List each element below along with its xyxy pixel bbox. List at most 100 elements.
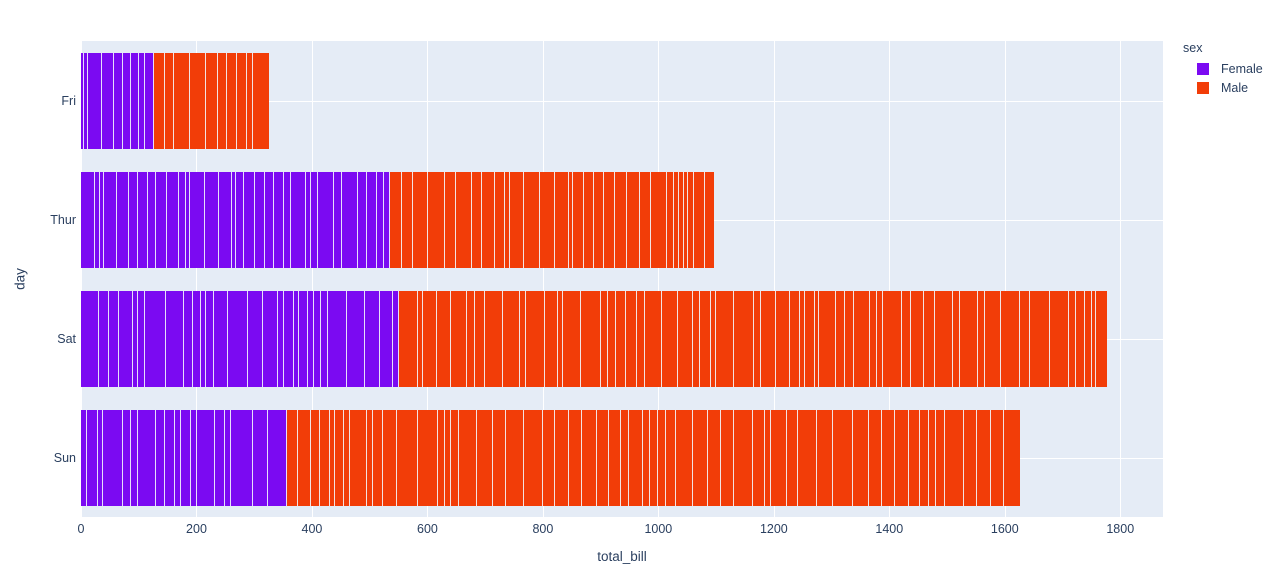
- bar-segment-sat-female[interactable]: [81, 290, 100, 387]
- bar-segment-sat-female[interactable]: [284, 290, 294, 387]
- bar-segment-sat-male[interactable]: [953, 290, 961, 387]
- bar-segment-thur-male[interactable]: [494, 171, 506, 268]
- bar-segment-sun-male[interactable]: [581, 409, 598, 506]
- bar-segment-sat-female[interactable]: [298, 290, 309, 387]
- bar-segment-sun-male[interactable]: [991, 409, 1004, 506]
- bar-segment-thur-female[interactable]: [104, 171, 118, 268]
- bar-segment-sat-male[interactable]: [637, 290, 646, 387]
- bar-segment-thur-female[interactable]: [342, 171, 358, 268]
- bar-segment-thur-male[interactable]: [604, 171, 616, 268]
- bar-segment-fri-female[interactable]: [84, 52, 89, 149]
- bar-segment-sat-male[interactable]: [790, 290, 801, 387]
- bar-segment-sat-female[interactable]: [263, 290, 278, 387]
- bar-segment-fri-female[interactable]: [139, 52, 145, 149]
- bar-segment-sat-female[interactable]: [201, 290, 207, 387]
- bar-segment-thur-female[interactable]: [310, 171, 319, 268]
- bar-segment-sat-female[interactable]: [347, 290, 365, 387]
- bar-segment-thur-female[interactable]: [264, 171, 275, 268]
- bar-segment-sun-female[interactable]: [102, 409, 124, 506]
- bar-segment-sat-male[interactable]: [418, 290, 423, 387]
- bar-segment-thur-female[interactable]: [138, 171, 148, 268]
- bar-segment-thur-male[interactable]: [667, 171, 674, 268]
- bar-segment-sun-male[interactable]: [451, 409, 459, 506]
- bar-segment-thur-male[interactable]: [615, 171, 628, 268]
- bar-segment-thur-male[interactable]: [554, 171, 570, 268]
- bar-segment-sun-male[interactable]: [720, 409, 735, 506]
- bar-segment-sun-male[interactable]: [554, 409, 569, 506]
- bar-segment-sat-male[interactable]: [607, 290, 617, 387]
- bar-segment-sun-male[interactable]: [1003, 409, 1020, 506]
- bar-segment-sun-female[interactable]: [175, 409, 181, 506]
- bar-segment-thur-male[interactable]: [401, 171, 414, 268]
- bar-segment-thur-female[interactable]: [218, 171, 233, 268]
- bar-segment-sat-male[interactable]: [600, 290, 608, 387]
- bar-segment-sat-male[interactable]: [422, 290, 438, 387]
- bar-segment-sun-male[interactable]: [797, 409, 818, 506]
- bar-segment-sat-male[interactable]: [692, 290, 700, 387]
- bar-segment-thur-male[interactable]: [705, 171, 714, 268]
- bar-segment-thur-male[interactable]: [694, 171, 706, 268]
- bar-segment-sat-female[interactable]: [380, 290, 393, 387]
- bar-segment-thur-female[interactable]: [366, 171, 378, 268]
- bar-segment-sat-female[interactable]: [277, 290, 285, 387]
- bar-segment-thur-female[interactable]: [333, 171, 343, 268]
- bar-segment-sat-female[interactable]: [247, 290, 264, 387]
- bar-segment-sun-male[interactable]: [505, 409, 524, 506]
- bar-segment-thur-female[interactable]: [274, 171, 284, 268]
- bar-segment-sun-male[interactable]: [642, 409, 651, 506]
- bar-segment-sat-male[interactable]: [661, 290, 678, 387]
- bar-segment-sun-male[interactable]: [881, 409, 896, 506]
- bar-segment-sun-male[interactable]: [568, 409, 582, 506]
- bar-segment-thur-male[interactable]: [573, 171, 584, 268]
- bar-segment-thur-female[interactable]: [166, 171, 180, 268]
- bar-segment-sat-male[interactable]: [625, 290, 638, 387]
- bar-segment-thur-male[interactable]: [583, 171, 595, 268]
- bar-segment-sun-male[interactable]: [675, 409, 694, 506]
- bar-segment-thur-male[interactable]: [673, 171, 680, 268]
- bar-segment-sat-male[interactable]: [525, 290, 545, 387]
- bar-segment-sat-male[interactable]: [467, 290, 475, 387]
- bar-segment-sat-male[interactable]: [1096, 290, 1108, 387]
- bar-segment-fri-male[interactable]: [247, 52, 253, 149]
- bar-segment-thur-male[interactable]: [539, 171, 555, 268]
- bar-segment-sun-male[interactable]: [383, 409, 398, 506]
- bar-segment-sun-male[interactable]: [658, 409, 667, 506]
- bar-segment-sat-male[interactable]: [876, 290, 883, 387]
- bar-segment-sun-male[interactable]: [543, 409, 555, 506]
- bar-segment-thur-female[interactable]: [255, 171, 265, 268]
- bar-segment-thur-female[interactable]: [244, 171, 256, 268]
- bar-segment-sat-male[interactable]: [645, 290, 662, 387]
- bar-segment-sun-male[interactable]: [597, 409, 610, 506]
- bar-segment-fri-male[interactable]: [252, 52, 270, 149]
- bar-segment-sat-male[interactable]: [804, 290, 815, 387]
- bar-segment-sun-male[interactable]: [397, 409, 419, 506]
- bar-segment-sat-male[interactable]: [854, 290, 870, 387]
- bar-segment-sun-male[interactable]: [418, 409, 439, 506]
- bar-segment-sun-male[interactable]: [298, 409, 311, 506]
- bar-segment-sat-male[interactable]: [1069, 290, 1076, 387]
- bar-segment-thur-female[interactable]: [81, 171, 95, 268]
- bar-segment-sat-male[interactable]: [1084, 290, 1093, 387]
- bar-segment-thur-female[interactable]: [128, 171, 139, 268]
- bar-segment-sun-male[interactable]: [609, 409, 621, 506]
- bar-segment-thur-male[interactable]: [688, 171, 695, 268]
- bar-segment-thur-male[interactable]: [428, 171, 446, 268]
- bar-segment-fri-male[interactable]: [164, 52, 175, 149]
- bar-segment-fri-female[interactable]: [122, 52, 131, 149]
- bar-segment-sun-male[interactable]: [752, 409, 765, 506]
- bar-segment-sat-female[interactable]: [206, 290, 214, 387]
- bar-segment-sun-female[interactable]: [97, 409, 103, 506]
- bar-segment-thur-female[interactable]: [283, 171, 292, 268]
- bar-segment-sat-male[interactable]: [1075, 290, 1085, 387]
- bar-segment-sat-male[interactable]: [910, 290, 925, 387]
- bar-segment-sat-female[interactable]: [184, 290, 193, 387]
- bar-segment-thur-female[interactable]: [383, 171, 390, 268]
- bar-segment-sat-male[interactable]: [836, 290, 846, 387]
- bar-segment-thur-male[interactable]: [389, 171, 402, 268]
- bar-segment-sun-male[interactable]: [869, 409, 882, 506]
- bar-segment-sun-female[interactable]: [156, 409, 165, 506]
- bar-segment-sat-female[interactable]: [99, 290, 109, 387]
- bar-segment-thur-male[interactable]: [683, 171, 689, 268]
- bar-segment-thur-male[interactable]: [639, 171, 651, 268]
- bar-segment-sat-male[interactable]: [451, 290, 468, 387]
